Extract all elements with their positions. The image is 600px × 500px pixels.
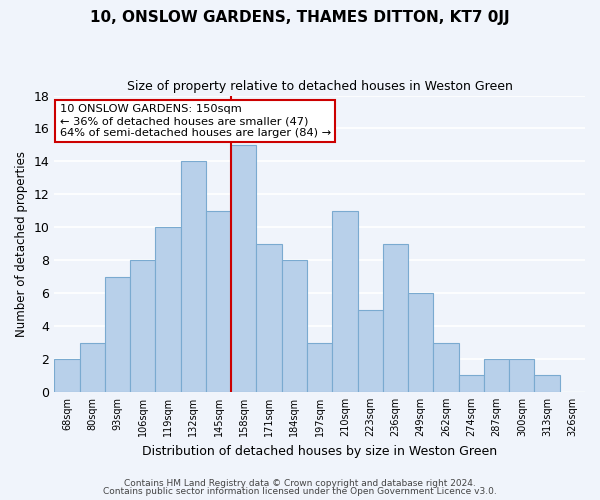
Text: 10 ONSLOW GARDENS: 150sqm
← 36% of detached houses are smaller (47)
64% of semi-: 10 ONSLOW GARDENS: 150sqm ← 36% of detac… [59,104,331,138]
Bar [80,342,105,392]
Bar [458,376,484,392]
Bar [105,276,130,392]
Bar [408,293,433,392]
Bar [484,359,509,392]
Bar [54,359,80,392]
Bar [282,260,307,392]
Bar [509,359,535,392]
Bar [307,342,332,392]
Text: Contains HM Land Registry data © Crown copyright and database right 2024.: Contains HM Land Registry data © Crown c… [124,478,476,488]
Bar [433,342,458,392]
Bar [155,228,181,392]
Text: Contains public sector information licensed under the Open Government Licence v3: Contains public sector information licen… [103,487,497,496]
Bar [358,310,383,392]
Bar [130,260,155,392]
Bar [181,162,206,392]
Bar [535,376,560,392]
Title: Size of property relative to detached houses in Weston Green: Size of property relative to detached ho… [127,80,512,93]
Bar [256,244,282,392]
Bar [206,211,231,392]
Bar [332,211,358,392]
Bar [383,244,408,392]
X-axis label: Distribution of detached houses by size in Weston Green: Distribution of detached houses by size … [142,444,497,458]
Y-axis label: Number of detached properties: Number of detached properties [15,150,28,336]
Text: 10, ONSLOW GARDENS, THAMES DITTON, KT7 0JJ: 10, ONSLOW GARDENS, THAMES DITTON, KT7 0… [90,10,510,25]
Bar [231,145,256,392]
